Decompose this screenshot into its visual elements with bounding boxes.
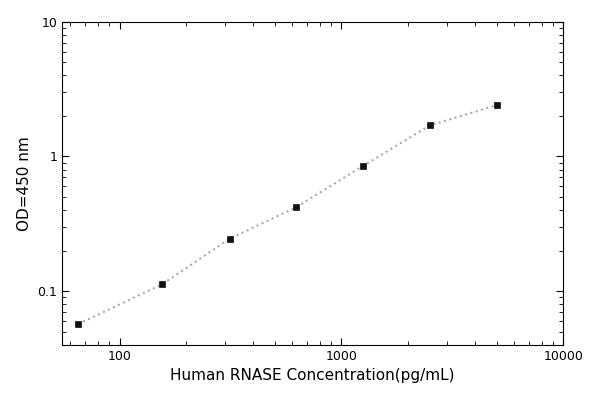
Y-axis label: OD=450 nm: OD=450 nm: [17, 136, 32, 231]
X-axis label: Human RNASE Concentration(pg/mL): Human RNASE Concentration(pg/mL): [170, 368, 455, 383]
